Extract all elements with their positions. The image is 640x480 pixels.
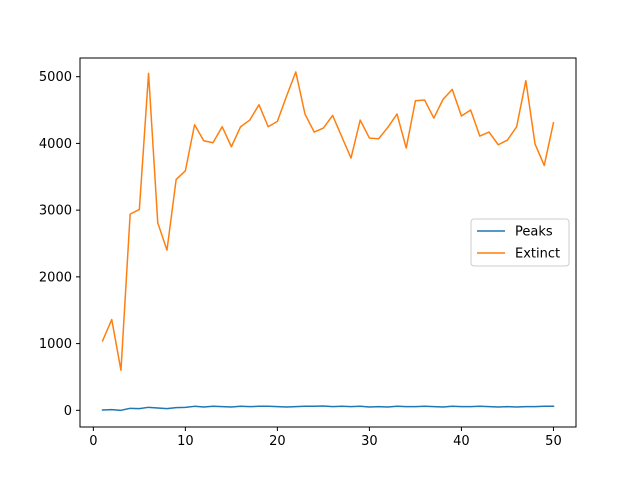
y-tick-label: 5000 [39,70,72,85]
y-tick-label: 3000 [39,204,72,219]
series-layer [101,71,555,412]
y-tick-label: 2000 [39,270,72,285]
x-tick-label: 10 [177,434,194,449]
legend-label-peaks: Peaks [515,225,553,240]
x-tick-label: 20 [269,434,286,449]
series-line-extinct [101,71,555,372]
y-tick-label: 1000 [39,337,72,352]
x-tick-label: 50 [545,434,562,449]
y-tick-label: 0 [64,404,72,419]
legend-label-extinct: Extinct [515,247,560,262]
axes-frame [79,57,577,428]
x-tick-label: 40 [453,434,470,449]
x-tick-label: 0 [89,434,97,449]
series-line-peaks [101,405,555,412]
legend: Peaks Extinct [470,218,570,267]
y-tick-label: 4000 [39,137,72,152]
axes-layer: 0 10 20 30 40 50 0 1000 2000 3000 4000 5000 [39,57,577,449]
x-tick-label: 30 [361,434,378,449]
